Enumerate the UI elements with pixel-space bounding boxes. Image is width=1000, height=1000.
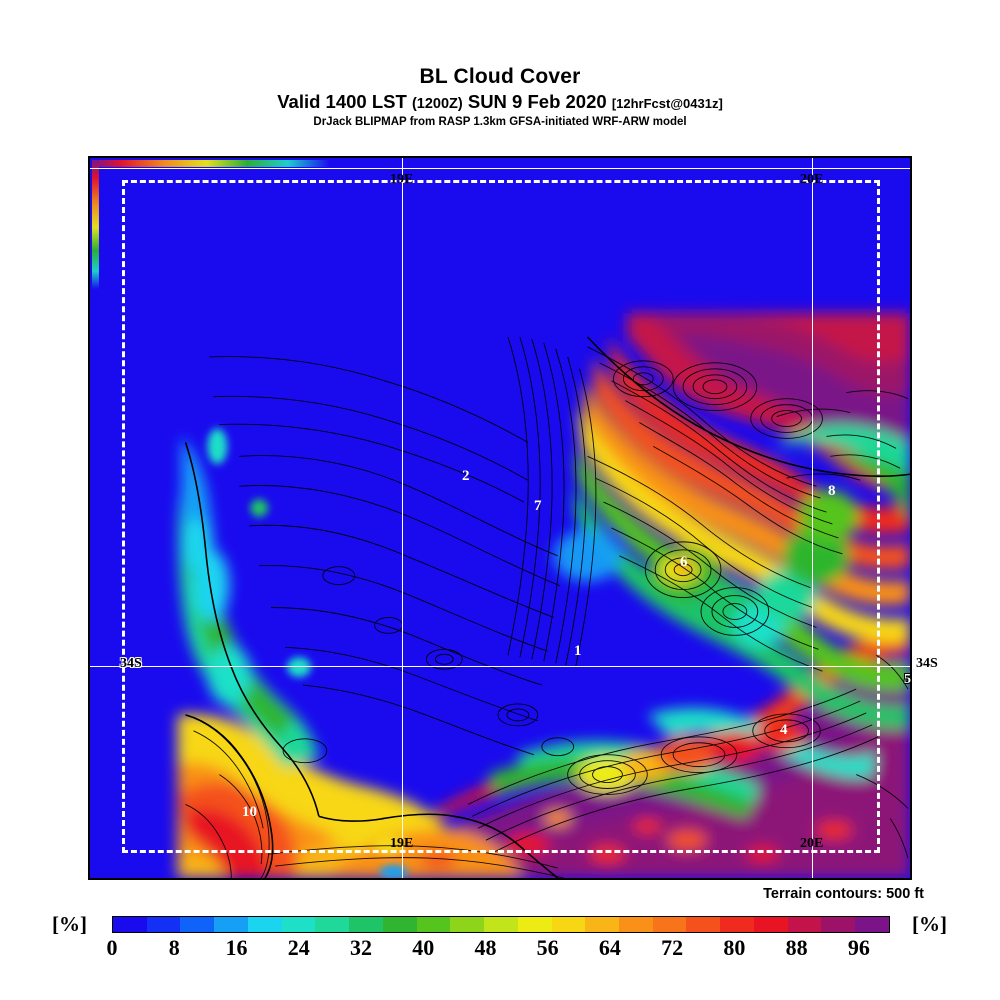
- colorbar-swatch-0: [113, 917, 147, 932]
- colorbar-swatch-22: [855, 917, 889, 932]
- colorbar-tick-96: 96: [847, 935, 870, 960]
- colorbar-swatch-6: [315, 917, 350, 932]
- colorbar-tick-0: 0: [106, 935, 118, 960]
- cloud-cover-raster: [90, 158, 910, 878]
- colorbar-tick-8: 8: [168, 935, 180, 960]
- model-description: DrJack BLIPMAP from RASP 1.3km GFSA-init…: [313, 115, 687, 128]
- colorbar-swatch-12: [517, 917, 552, 932]
- valid-date: SUN 9 Feb 2020: [467, 91, 607, 112]
- colorbar-swatch-10: [450, 917, 485, 932]
- colorbar-tick-48: 48: [474, 935, 497, 960]
- colorbar-swatch-21: [821, 917, 856, 932]
- colorbar-tick-88: 88: [785, 935, 808, 960]
- colorbar-swatch-19: [753, 917, 788, 932]
- edge-marker-5: 5: [904, 672, 911, 687]
- colorbar-swatch-8: [382, 917, 417, 932]
- unit-label-left: [%]: [52, 912, 87, 936]
- colorbar-swatch-3: [214, 917, 248, 932]
- colorbar-tick-16: 16: [225, 935, 248, 960]
- colorbar-swatch-16: [652, 917, 687, 932]
- page-title: BL Cloud Cover: [419, 65, 581, 88]
- terrain-contour-note: Terrain contours: 500 ft: [763, 886, 924, 902]
- colorbar-tick-56: 56: [536, 935, 559, 960]
- valid-time-prefix: Valid 1400 LST: [277, 91, 407, 112]
- colorbar-swatch-13: [551, 917, 586, 932]
- colorbar-swatch-17: [686, 917, 721, 932]
- title-block: BL Cloud Cover Valid 1400 LST (1200Z) SU…: [0, 66, 1000, 128]
- colorbar-swatch-14: [585, 917, 620, 932]
- colorbar-tick-72: 72: [661, 935, 684, 960]
- colorbar-swatch-7: [349, 917, 383, 932]
- colorbar-gradient: [112, 916, 890, 933]
- colorbar-swatch-18: [720, 917, 754, 932]
- colorbar-tick-64: 64: [598, 935, 621, 960]
- colorbar-tick-24: 24: [287, 935, 310, 960]
- colorbar-tick-80: 80: [723, 935, 746, 960]
- colorbar-tick-labels: 0 8 16 24 32 40 48 56 64 72 80 88 96: [107, 935, 890, 965]
- colorbar-swatch-4: [247, 917, 282, 932]
- colorbar-swatch-15: [619, 917, 653, 932]
- lat-label-34s-right: 34S: [916, 656, 938, 671]
- colorbar-tick-40: 40: [412, 935, 435, 960]
- colorbar-swatch-1: [146, 917, 181, 932]
- unit-label-right: [%]: [912, 912, 947, 936]
- colorbar-swatch-11: [484, 917, 518, 932]
- map-plot-area[interactable]: 19E 20E 19E 20E 34S 2 7 1 6 8 4 10: [88, 156, 912, 880]
- colorbar-swatch-5: [281, 917, 316, 932]
- valid-time-utc: (1200Z): [411, 96, 463, 112]
- colorbar-swatch-20: [787, 917, 822, 932]
- forecast-tag: [12hrFcst@0431z]: [611, 96, 723, 111]
- colorbar-tick-32: 32: [349, 935, 372, 960]
- colorbar-swatch-2: [180, 917, 215, 932]
- colorbar-swatch-9: [416, 917, 451, 932]
- valid-time-line: Valid 1400 LST (1200Z) SUN 9 Feb 2020 [1…: [0, 91, 1000, 112]
- colorbar-legend: [%] [%] 0 8 16 24 32 40 48 56 64 72 80 88 96: [0, 906, 1000, 966]
